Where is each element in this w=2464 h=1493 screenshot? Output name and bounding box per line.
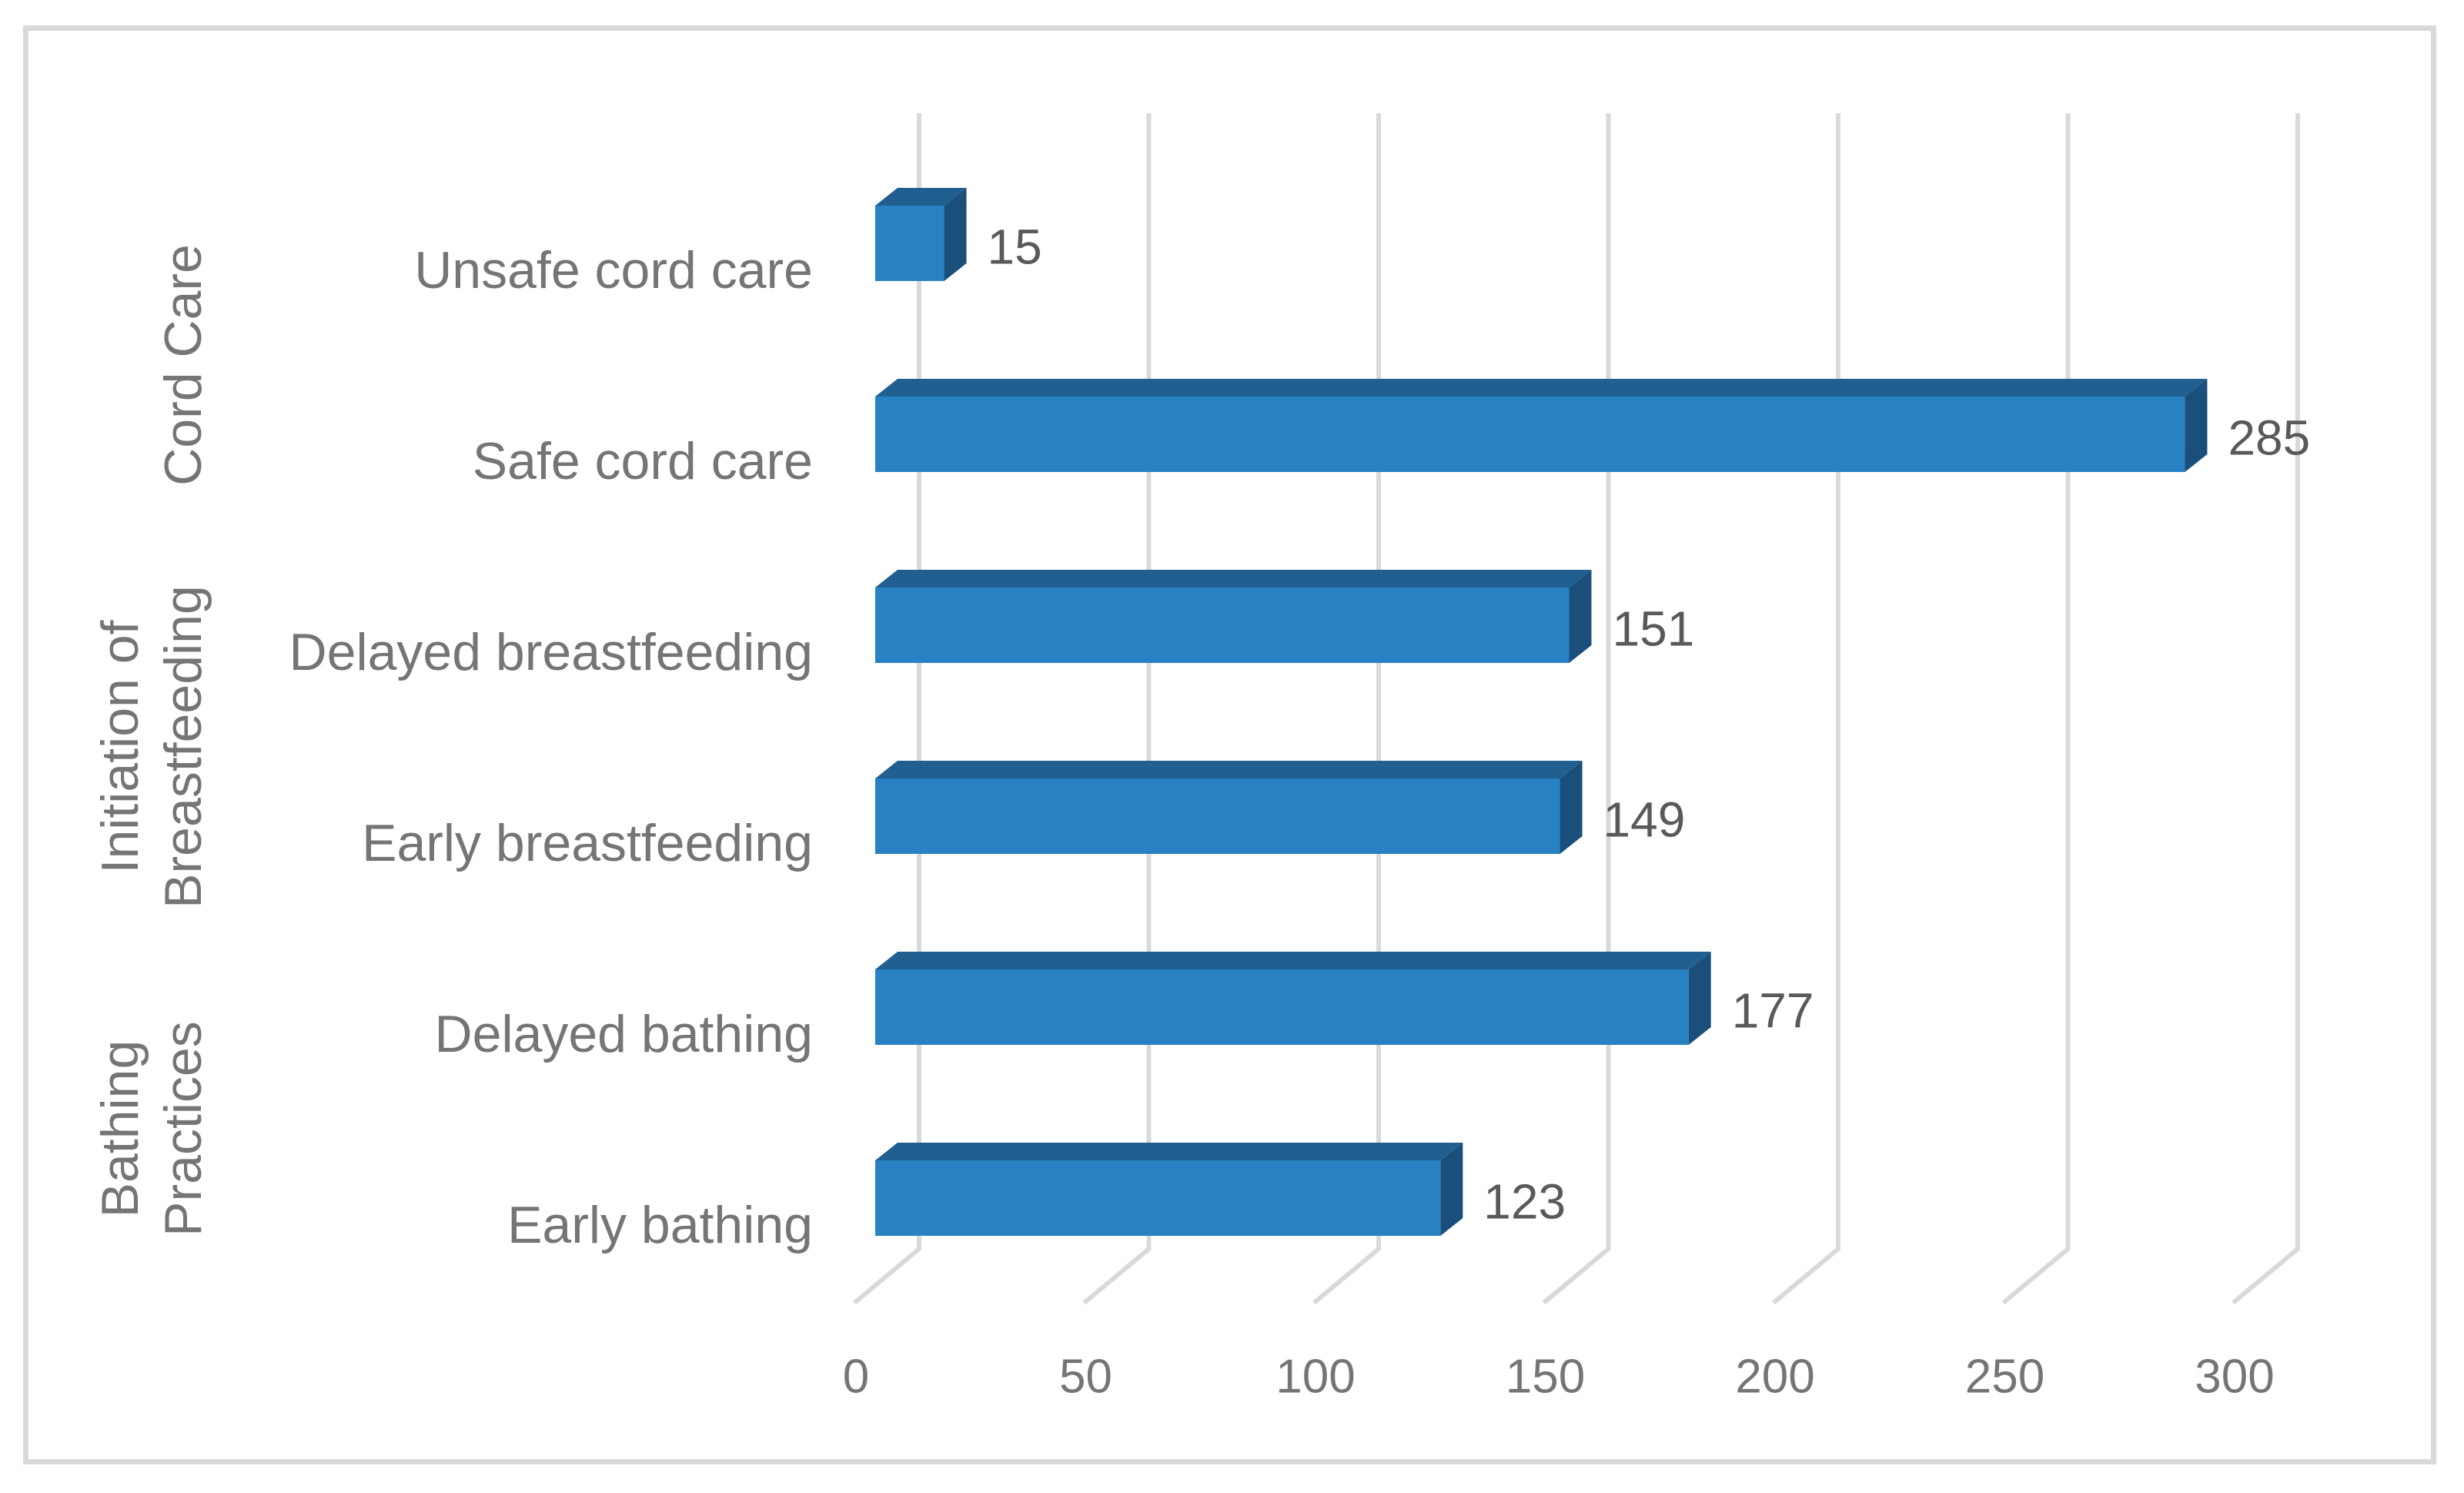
bar-side-face [1440,1143,1463,1236]
gridline [2001,113,2071,1305]
bar-top-face [875,1143,1463,1160]
x-tick-label: 250 [1965,1351,2044,1404]
data-label: 15 [988,219,1042,274]
chart-frame-border [23,25,2436,1465]
gridline [1082,113,1152,1305]
gridline [2232,113,2300,1305]
bar-side-face [1569,570,1592,663]
group-label: Practices [154,1021,212,1237]
gridline [1772,113,1840,1305]
x-tick-label: 100 [1275,1351,1355,1404]
bar-top-face [875,570,1592,587]
category-label: Delayed breastfeeding [289,623,813,681]
category-label: Early breastfeeding [362,814,813,872]
group-label: Breastfeeding [154,585,212,909]
x-tick-label: 300 [2195,1351,2274,1404]
bar-top-face [875,761,1583,778]
gridline [1312,113,1381,1305]
bar [875,397,2185,472]
bar-top-face [875,379,2208,397]
bar-side-face [2185,379,2208,472]
x-tick-label: 200 [1735,1351,1814,1404]
bar-side-face [1560,761,1583,854]
data-label: 177 [1732,983,1814,1038]
group-label: Cord Care [154,244,212,486]
category-label: Delayed bathing [435,1005,813,1063]
category-label: Early bathing [507,1196,813,1254]
bar [875,969,1689,1045]
bar [875,1160,1441,1236]
x-tick-label: 50 [1059,1351,1112,1404]
data-label: 123 [1483,1173,1566,1229]
bar [875,778,1560,854]
bar [875,206,944,281]
group-label: Bathing [91,1040,149,1218]
data-label: 285 [2228,410,2310,465]
bar-side-face [944,188,967,281]
category-label: Unsafe cord care [414,241,813,300]
bar-top-face [875,188,967,206]
bar-side-face [1688,952,1711,1045]
gridline [853,113,921,1305]
group-label: Initiation of [91,620,149,873]
data-label: 149 [1603,792,1686,847]
data-label: 151 [1612,601,1694,656]
gridline [1542,113,1611,1305]
bar-top-face [875,952,1711,969]
category-label: Safe cord care [473,432,813,490]
x-tick-label: 0 [843,1351,869,1404]
bar [875,587,1570,663]
x-tick-label: 150 [1506,1351,1585,1404]
